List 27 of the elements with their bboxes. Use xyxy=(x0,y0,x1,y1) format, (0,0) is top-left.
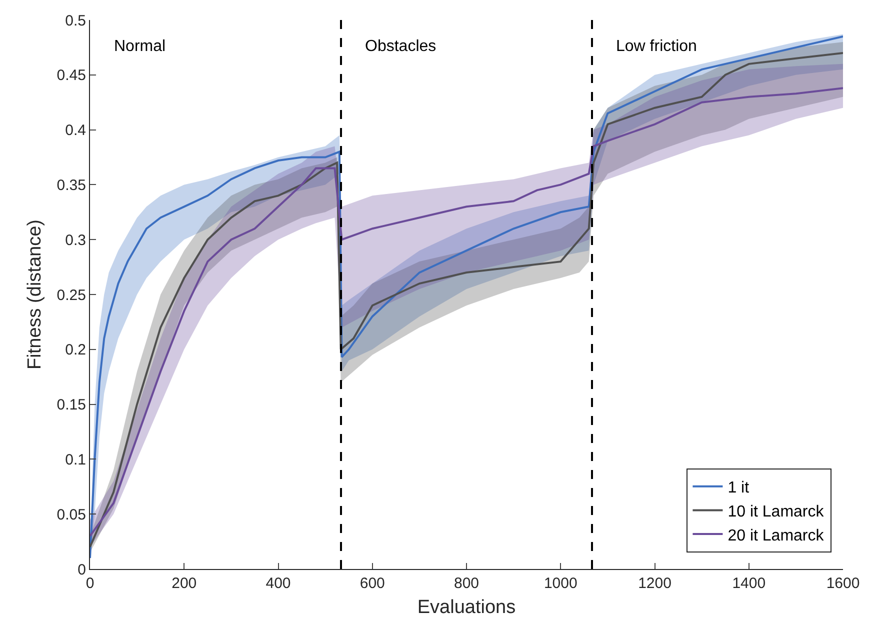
x-tick-label: 1400 xyxy=(732,575,766,592)
y-tick-label: 0.5 xyxy=(65,12,86,30)
x-tick-label: 400 xyxy=(266,575,291,592)
x-tick-label: 1000 xyxy=(544,575,578,592)
y-tick-label: 0.35 xyxy=(56,176,86,194)
annotation: Low friction xyxy=(616,38,697,55)
y-tick-label: 0.25 xyxy=(56,286,86,304)
x-tick-label: 800 xyxy=(454,575,480,592)
y-tick-label: 0.2 xyxy=(65,342,86,359)
y-tick-label: 0.3 xyxy=(65,232,86,249)
y-tick-label: 0.4 xyxy=(65,122,86,140)
y-tick-label: 0.45 xyxy=(56,67,86,84)
y-tick-label: 0.05 xyxy=(56,506,86,524)
y-tick-label: 0.15 xyxy=(56,396,86,414)
legend-label: 1 it xyxy=(728,480,750,497)
x-tick-label: 1600 xyxy=(826,575,860,592)
legend-label: 10 it Lamarck xyxy=(728,503,825,520)
x-tick-label: 1200 xyxy=(638,575,672,592)
y-tick-label: 0 xyxy=(78,561,86,578)
y-axis-title: Fitness (distance) xyxy=(24,220,46,370)
annotation: Normal xyxy=(114,38,166,55)
annotation: Obstacles xyxy=(365,38,436,55)
x-axis-title: Evaluations xyxy=(417,596,516,618)
x-tick-label: 600 xyxy=(360,575,385,592)
y-tick-label: 0.1 xyxy=(65,451,86,468)
legend-label: 20 it Lamarck xyxy=(728,527,825,544)
x-tick-label: 200 xyxy=(172,575,197,592)
